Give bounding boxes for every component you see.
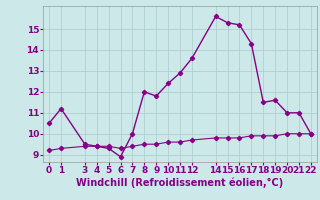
X-axis label: Windchill (Refroidissement éolien,°C): Windchill (Refroidissement éolien,°C): [76, 178, 284, 188]
